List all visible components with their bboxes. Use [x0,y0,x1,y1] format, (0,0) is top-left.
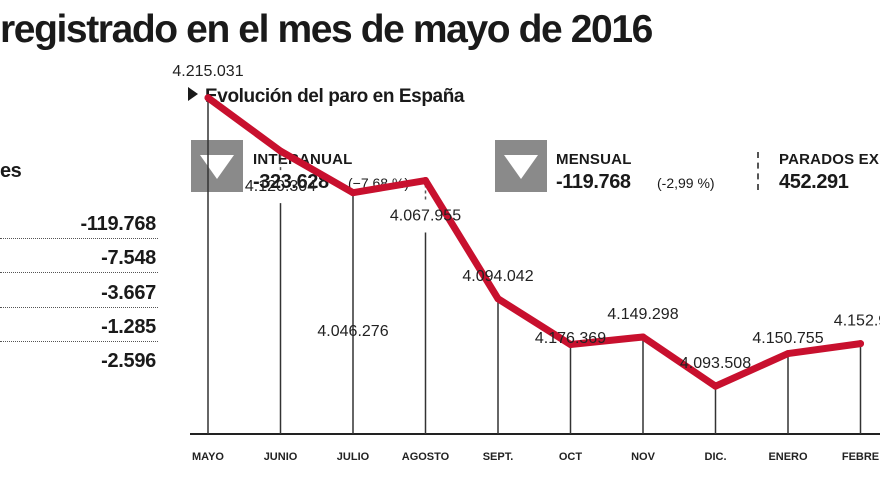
month-tick-label: DIC. [705,451,727,463]
data-value-label: 4.176.369 [535,330,606,347]
down-triangle-icon [504,155,538,179]
mensual-value: -119.768 [556,171,631,193]
month-tick-label: JUNIO [264,451,298,463]
data-value-label: 4.094.042 [462,268,533,285]
data-point [277,147,284,155]
data-point [349,189,357,197]
parados-value: 452.291 [779,171,849,193]
mensual-down-box [495,140,547,192]
unemployment-series-line [204,94,864,390]
data-value-label: 4.120.304 [245,178,316,195]
left-panel-value: -3.667 [101,282,156,304]
data-point [857,340,864,348]
section-title-text: Evolución del paro en España [205,86,465,107]
data-value-label: 4.149.298 [607,306,678,323]
left-panel-value: -2.596 [101,350,156,372]
left-panel-row: -1.285 [0,315,158,342]
left-panel-row: -3.667 [0,281,158,308]
data-point [784,350,792,358]
interanual-label: INTERANUAL [253,151,353,168]
data-value-label: 4.046.276 [317,323,388,340]
month-tick-label: JULIO [337,451,370,463]
down-triangle-icon [200,155,234,179]
month-tick-label: FEBRE [842,451,879,463]
data-point [422,177,429,185]
left-panel-label: es [0,160,22,182]
month-tick-label: MAYO [192,451,224,463]
headline: registrado en el mes de mayo de 2016 [0,8,653,51]
left-panel-value: -7.548 [101,247,156,269]
data-value-label: 4.150.755 [752,330,823,347]
data-point [204,94,212,102]
parados-label: PARADOS EX [779,151,880,168]
data-point [712,382,719,390]
data-point [567,340,574,348]
data-value-label: 4.152.9 [834,313,880,330]
left-panel-row: -7.548 [0,246,158,273]
month-tick-label: NOV [631,451,656,463]
mensual-pct: (-2,99 %) [657,175,715,191]
left-panel-row: -2.596 [0,349,158,375]
month-tick-label: AGOSTO [402,451,450,463]
play-triangle-icon [188,87,198,101]
left-panel-value: -1.285 [101,316,156,338]
data-point [494,295,502,303]
month-tick-label: SEPT. [483,451,514,463]
interanual-value: -323.628 [253,171,329,193]
data-value-label: 4.067.955 [390,208,461,225]
interanual-down-box [191,140,243,192]
data-point [639,333,647,341]
left-panel-row: -119.768 [0,212,158,239]
left-panel-value: -119.768 [80,213,157,235]
mensual-label: MENSUAL [556,151,632,168]
data-value-label: 4.215.031 [172,63,243,80]
month-tick-label: ENERO [768,451,808,463]
section-title: Evolución del paro en España [188,86,464,108]
dashed-separator [757,152,759,190]
month-tick-label: OCT [559,451,583,463]
data-value-label: 4.093.508 [680,355,751,372]
